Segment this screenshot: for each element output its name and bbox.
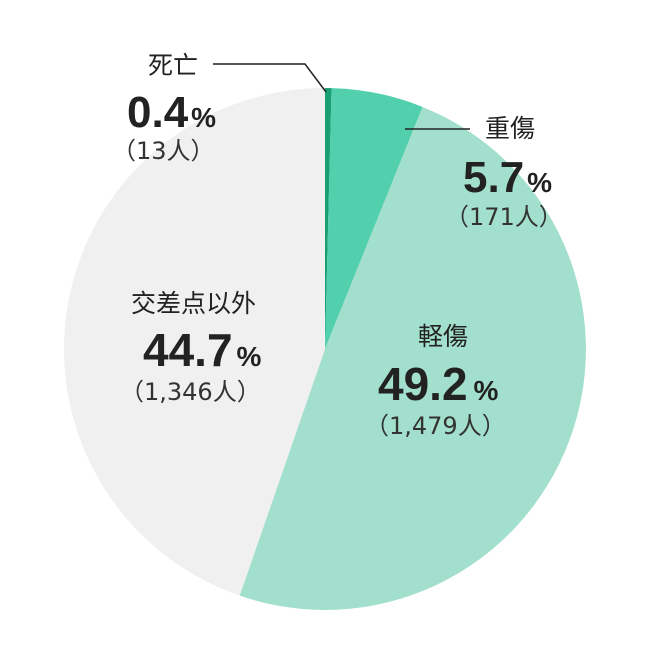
label-other: 交差点以外 44.7% （1,346人） xyxy=(120,289,262,406)
slice-minor-injury xyxy=(239,106,586,610)
pie-slices xyxy=(64,87,586,610)
label-serious: 重傷 5.7% （171人） xyxy=(445,114,563,231)
slice-non-intersection xyxy=(64,88,326,596)
slice-serious-injury xyxy=(325,88,423,349)
label-serious-count: （171人） xyxy=(445,203,563,231)
label-death: 死亡 0.4% （13人） xyxy=(112,51,216,165)
label-serious-name: 重傷 xyxy=(485,114,535,143)
leader-line-death xyxy=(213,63,327,93)
label-death-percent: 0.4% xyxy=(127,88,216,137)
label-minor: 軽傷 49.2% （1,479人） xyxy=(365,322,506,440)
label-serious-percent: 5.7% xyxy=(463,153,552,202)
label-other-percent: 44.7% xyxy=(143,324,262,376)
label-other-name: 交差点以外 xyxy=(131,289,256,318)
label-death-name: 死亡 xyxy=(148,51,198,80)
slice-death xyxy=(325,87,332,349)
label-other-count: （1,346人） xyxy=(120,378,261,406)
label-death-count: （13人） xyxy=(112,137,215,165)
label-minor-percent: 49.2% xyxy=(378,358,499,410)
label-minor-count: （1,479人） xyxy=(365,412,506,440)
label-minor-name: 軽傷 xyxy=(418,322,468,351)
